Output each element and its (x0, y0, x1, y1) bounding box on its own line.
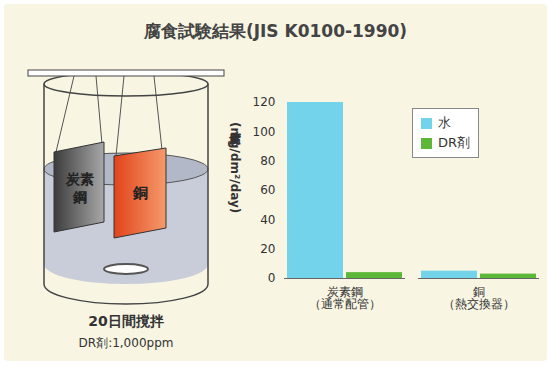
svg-text:DR剤:1,000ppm: DR剤:1,000ppm (79, 336, 174, 350)
svg-text:20: 20 (260, 242, 275, 256)
svg-text:40: 40 (260, 213, 275, 227)
html-text:DR剤: DR剤 (438, 135, 470, 150)
html-text:水: 水 (438, 115, 451, 130)
svg-text:炭素鋼: 炭素鋼 (65, 171, 94, 205)
svg-text:120: 120 (253, 95, 276, 109)
svg-text:100: 100 (253, 125, 276, 139)
svg-text:銅: 銅 (132, 184, 148, 202)
svg-text:60: 60 (260, 183, 275, 197)
svg-text:炭素鋼（通常配管）: 炭素鋼（通常配管） (309, 285, 381, 311)
svg-text:80: 80 (260, 154, 275, 168)
html-text:腐食試験結果(JIS K0100-1990): 腐食試験結果(JIS K0100-1990) (143, 21, 408, 41)
svg-text:0: 0 (268, 271, 276, 285)
html-text:腐食度(mg/dm²/day): 腐食度(mg/dm²/day) (228, 122, 242, 214)
svg-text:銅（熱交換器）: 銅（熱交換器） (443, 285, 515, 311)
svg-text:20日間撹拌: 20日間撹拌 (88, 313, 163, 329)
